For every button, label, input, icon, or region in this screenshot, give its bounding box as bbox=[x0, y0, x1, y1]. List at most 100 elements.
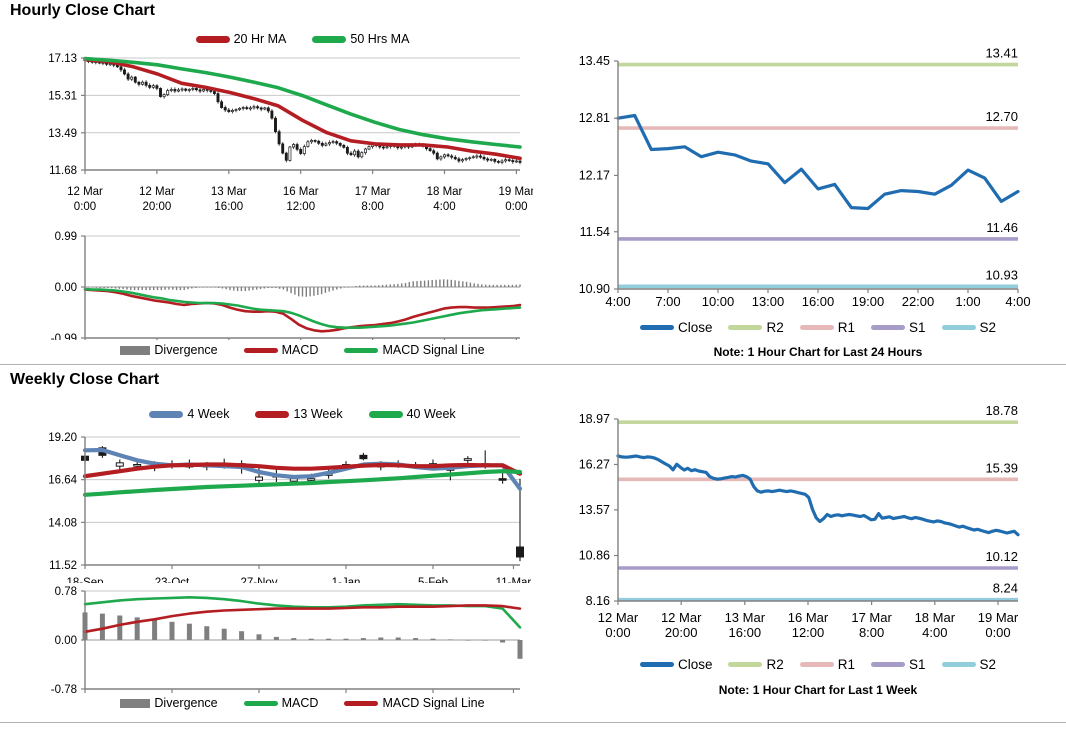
svg-text:0.00: 0.00 bbox=[55, 282, 77, 294]
hourly-section-title: Hourly Close Chart bbox=[10, 2, 155, 19]
legend-label-r1: R1 bbox=[837, 320, 855, 335]
svg-text:20:00: 20:00 bbox=[665, 625, 698, 640]
legend-item-4-week: 4 Week bbox=[149, 407, 229, 421]
svg-text:12.17: 12.17 bbox=[579, 168, 610, 182]
svg-text:18 Mar: 18 Mar bbox=[427, 186, 463, 198]
svg-text:14.08: 14.08 bbox=[48, 517, 77, 529]
hourly-price-legend: 20 Hr MA 50 Hrs MA bbox=[85, 32, 520, 46]
legend-label-20-hr-ma: 20 Hr MA bbox=[233, 32, 287, 46]
legend-label-macd: MACD bbox=[281, 696, 319, 710]
svg-text:10.93: 10.93 bbox=[985, 267, 1018, 282]
weekly-pivot-chart: 18.78 15.39 10.12 8.24 18.97 16.27 13.57 10.86 8… bbox=[533, 400, 1066, 645]
svg-text:4:00: 4:00 bbox=[1005, 294, 1030, 309]
svg-text:13.45: 13.45 bbox=[579, 54, 610, 68]
legend-label-close: Close bbox=[677, 657, 713, 672]
hourly-pivot-legend: Close R2 R1 S1 S2 bbox=[618, 320, 1018, 335]
svg-text:7:00: 7:00 bbox=[655, 294, 680, 309]
weekly-macd-chart: 0.78 0.00 -0.78 bbox=[0, 585, 533, 696]
legend-swatch-r1-icon bbox=[799, 325, 834, 330]
svg-text:11.68: 11.68 bbox=[49, 165, 77, 177]
svg-text:17 Mar: 17 Mar bbox=[355, 186, 391, 198]
weekly_price-svg: 19.20 16.64 14.08 11.52 18-Sep 23-Oct 27-Nov 1-… bbox=[48, 432, 532, 589]
legend-label-40-week: 40 Week bbox=[406, 407, 456, 421]
svg-text:13 Mar: 13 Mar bbox=[211, 186, 247, 198]
svg-text:15.31: 15.31 bbox=[48, 90, 77, 102]
legend-item-13-week: 13 Week bbox=[255, 407, 343, 421]
svg-text:16.64: 16.64 bbox=[48, 475, 77, 487]
legend-swatch-4-week-icon bbox=[149, 410, 184, 418]
legend-label-macd-signal-line: MACD Signal Line bbox=[382, 343, 485, 357]
legend-swatch-r1-icon bbox=[799, 662, 834, 667]
svg-text:19.20: 19.20 bbox=[48, 432, 77, 444]
svg-text:16 Mar: 16 Mar bbox=[788, 610, 829, 625]
svg-text:10.12: 10.12 bbox=[985, 549, 1018, 564]
legend-swatch-40-week-icon bbox=[368, 410, 403, 418]
weekly-pivot-legend: Close R2 R1 S1 S2 bbox=[618, 657, 1018, 672]
weekly-price-legend: 4 Week 13 Week 40 Week bbox=[85, 407, 520, 421]
legend-label-s1: S1 bbox=[909, 320, 926, 335]
hourly-pivot-chart: 13.41 12.70 11.46 10.93 13.45 12.81 12.17 11.54… bbox=[533, 40, 1066, 312]
legend-item-macd: MACD bbox=[243, 696, 319, 710]
legend-label-r2: R2 bbox=[766, 320, 784, 335]
legend-swatch-s1-icon bbox=[871, 325, 905, 330]
legend-swatch-20-hr-ma-icon bbox=[195, 35, 230, 43]
weekly_macd-svg: 0.78 0.00 -0.78 bbox=[51, 586, 523, 696]
weekly-pivot-note: Note: 1 Hour Chart for Last 1 Week bbox=[718, 683, 918, 697]
legend-item-20-hr-ma: 20 Hr MA bbox=[195, 32, 287, 46]
legend-swatch-r2-icon bbox=[728, 325, 763, 330]
svg-text:12:00: 12:00 bbox=[286, 201, 315, 213]
svg-text:8:00: 8:00 bbox=[361, 201, 383, 213]
legend-swatch-close-icon bbox=[639, 325, 674, 330]
svg-text:23-Oct: 23-Oct bbox=[155, 577, 190, 583]
svg-text:-0.99: -0.99 bbox=[51, 333, 77, 340]
svg-text:0:00: 0:00 bbox=[605, 625, 630, 640]
svg-text:0.99: 0.99 bbox=[55, 231, 77, 243]
svg-text:16:00: 16:00 bbox=[214, 201, 243, 213]
svg-text:13:00: 13:00 bbox=[752, 294, 785, 309]
svg-text:11.54: 11.54 bbox=[580, 225, 610, 239]
svg-text:27-Nov: 27-Nov bbox=[240, 577, 277, 583]
svg-text:0:00: 0:00 bbox=[985, 625, 1010, 640]
svg-text:13.57: 13.57 bbox=[579, 503, 610, 517]
legend-label-r1: R1 bbox=[837, 657, 855, 672]
section-divider bbox=[0, 364, 1066, 365]
legend-swatch-macd-icon bbox=[243, 700, 278, 706]
svg-text:12 Mar: 12 Mar bbox=[598, 610, 639, 625]
svg-text:11-Mar: 11-Mar bbox=[496, 577, 532, 583]
legend-item-40-week: 40 Week bbox=[368, 407, 456, 421]
legend-item-r2: R2 bbox=[728, 657, 784, 672]
svg-text:16:00: 16:00 bbox=[729, 625, 762, 640]
legend-item-macd-signal-line: MACD Signal Line bbox=[344, 343, 485, 357]
svg-text:12.70: 12.70 bbox=[985, 109, 1018, 124]
svg-text:4:00: 4:00 bbox=[922, 625, 947, 640]
svg-text:11.52: 11.52 bbox=[49, 560, 77, 572]
legend-label-s2: S2 bbox=[979, 320, 997, 335]
weekly-price-chart: 19.20 16.64 14.08 11.52 18-Sep 23-Oct 27-Nov 1-… bbox=[0, 428, 533, 589]
legend-swatch-s2-icon bbox=[941, 325, 976, 330]
svg-text:12 Mar: 12 Mar bbox=[67, 186, 103, 198]
svg-text:1:00: 1:00 bbox=[955, 294, 980, 309]
legend-label-divergence: Divergence bbox=[154, 343, 218, 357]
legend-item-macd-signal-line: MACD Signal Line bbox=[344, 696, 485, 710]
legend-item-divergence: Divergence bbox=[120, 343, 218, 357]
weekly_pivot-svg: 18.78 15.39 10.12 8.24 18.97 16.27 13.57 10.86 8… bbox=[579, 403, 1020, 640]
legend-item-s1: S1 bbox=[871, 657, 926, 672]
svg-text:8.16: 8.16 bbox=[586, 594, 610, 608]
svg-text:13.41: 13.41 bbox=[985, 46, 1018, 61]
svg-text:11.46: 11.46 bbox=[986, 220, 1018, 235]
legend-label-s2: S2 bbox=[979, 657, 997, 672]
hourly_price-svg: 17.13 15.31 13.49 11.68 12 Mar 0:00 12 Mar 20:0… bbox=[48, 53, 534, 213]
hourly-pivot-note: Note: 1 Hour Chart for Last 24 Hours bbox=[713, 345, 923, 359]
hourly_macd-svg: 0.99 0.00 -0.99 bbox=[51, 231, 522, 345]
svg-text:8.24: 8.24 bbox=[993, 581, 1018, 596]
svg-text:0:00: 0:00 bbox=[74, 201, 96, 213]
weekly-section-title: Weekly Close Chart bbox=[10, 371, 160, 388]
svg-text:0.00: 0.00 bbox=[55, 635, 77, 647]
hourly-macd-legend: Divergence MACD MACD Signal Line bbox=[85, 343, 520, 357]
legend-item-s2: S2 bbox=[941, 657, 997, 672]
svg-text:13.49: 13.49 bbox=[48, 128, 77, 140]
legend-item-s2: S2 bbox=[941, 320, 997, 335]
weekly-macd-legend: Divergence MACD MACD Signal Line bbox=[85, 696, 520, 710]
legend-label-4-week: 4 Week bbox=[187, 407, 230, 421]
